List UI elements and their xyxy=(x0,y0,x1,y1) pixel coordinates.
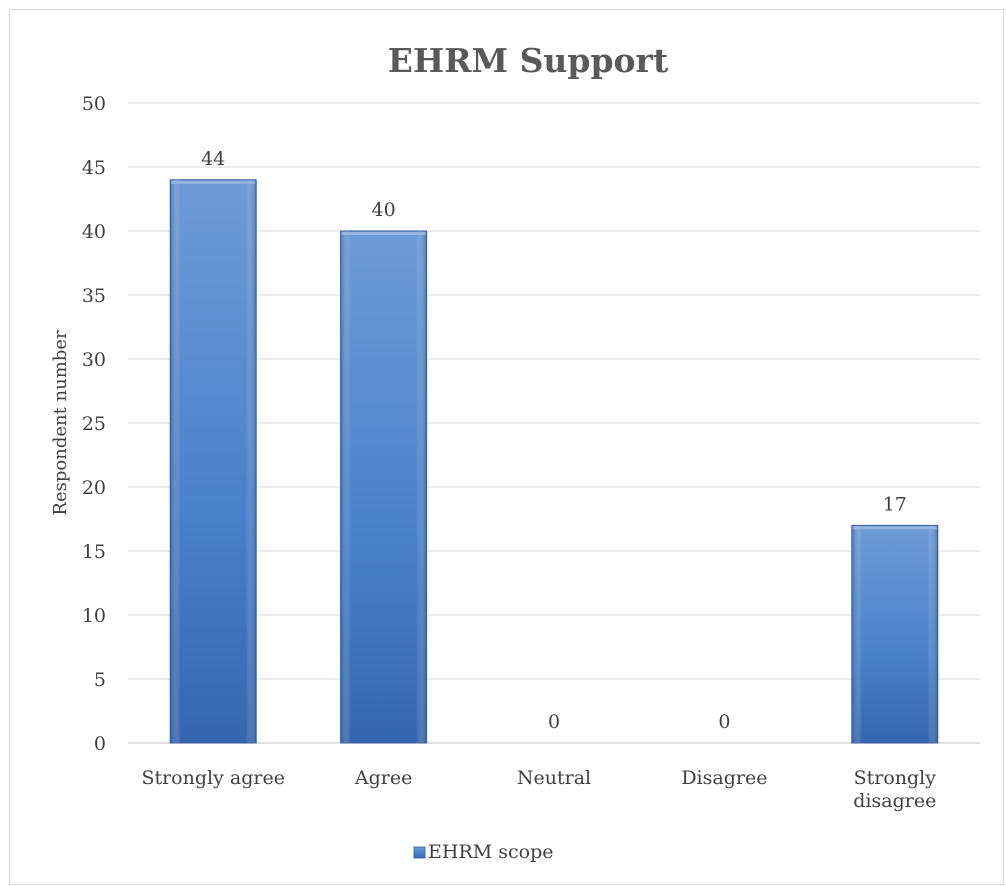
x-tick-label-line: Strongly agree xyxy=(141,767,284,789)
data-label: 17 xyxy=(883,493,907,515)
y-tick-label: 45 xyxy=(82,157,106,179)
legend: EHRM scope xyxy=(413,841,553,863)
data-labels: 44 40 0 0 17 xyxy=(201,148,907,733)
bars xyxy=(169,179,939,744)
y-tick-label: 35 xyxy=(82,285,106,307)
y-tick-label: 10 xyxy=(82,605,106,627)
data-label: 0 xyxy=(548,711,560,733)
x-tick-label: Neutral xyxy=(517,767,591,789)
legend-swatch xyxy=(413,846,426,859)
bar-bevel xyxy=(851,525,938,743)
x-tick-label: Strongly agree xyxy=(141,767,284,789)
x-tick-label-line: Disagree xyxy=(681,767,767,789)
x-tick-label-line: disagree xyxy=(853,790,936,812)
data-label: 0 xyxy=(718,711,730,733)
y-tick-label: 30 xyxy=(82,349,106,371)
y-tick-label: 0 xyxy=(94,733,106,755)
x-tick-label-line: Agree xyxy=(354,767,412,789)
x-tick-label-line: Neutral xyxy=(517,767,591,789)
bar-top-highlight xyxy=(171,180,256,184)
y-tick-label: 25 xyxy=(82,413,106,435)
bar-top-highlight xyxy=(852,526,937,530)
y-tick-label: 5 xyxy=(94,669,106,691)
bar-top-highlight xyxy=(341,232,426,235)
y-axis-label: Respondent number xyxy=(50,330,71,516)
x-tick-labels: Strongly agree Agree Neutral Disagree Strong… xyxy=(141,767,936,812)
y-tick-labels: 0 5 10 15 20 25 30 35 40 45 50 xyxy=(82,93,106,755)
legend-label: EHRM scope xyxy=(428,841,553,863)
chart-title: EHRM Support xyxy=(388,41,669,80)
x-tick-label: Disagree xyxy=(681,767,767,789)
x-tick-label: Strongly disagree xyxy=(853,767,936,812)
data-label: 40 xyxy=(372,199,396,221)
y-tick-label: 15 xyxy=(82,541,106,563)
bar-bevel xyxy=(340,231,427,743)
gridlines xyxy=(128,102,980,744)
x-tick-label: Agree xyxy=(354,767,412,789)
y-tick-label: 40 xyxy=(82,221,106,243)
bar-bevel xyxy=(170,179,257,744)
y-tick-label: 20 xyxy=(82,477,106,499)
x-tick-label-line: Strongly xyxy=(854,767,937,789)
y-tick-label: 50 xyxy=(82,93,106,115)
data-label: 44 xyxy=(201,148,225,170)
